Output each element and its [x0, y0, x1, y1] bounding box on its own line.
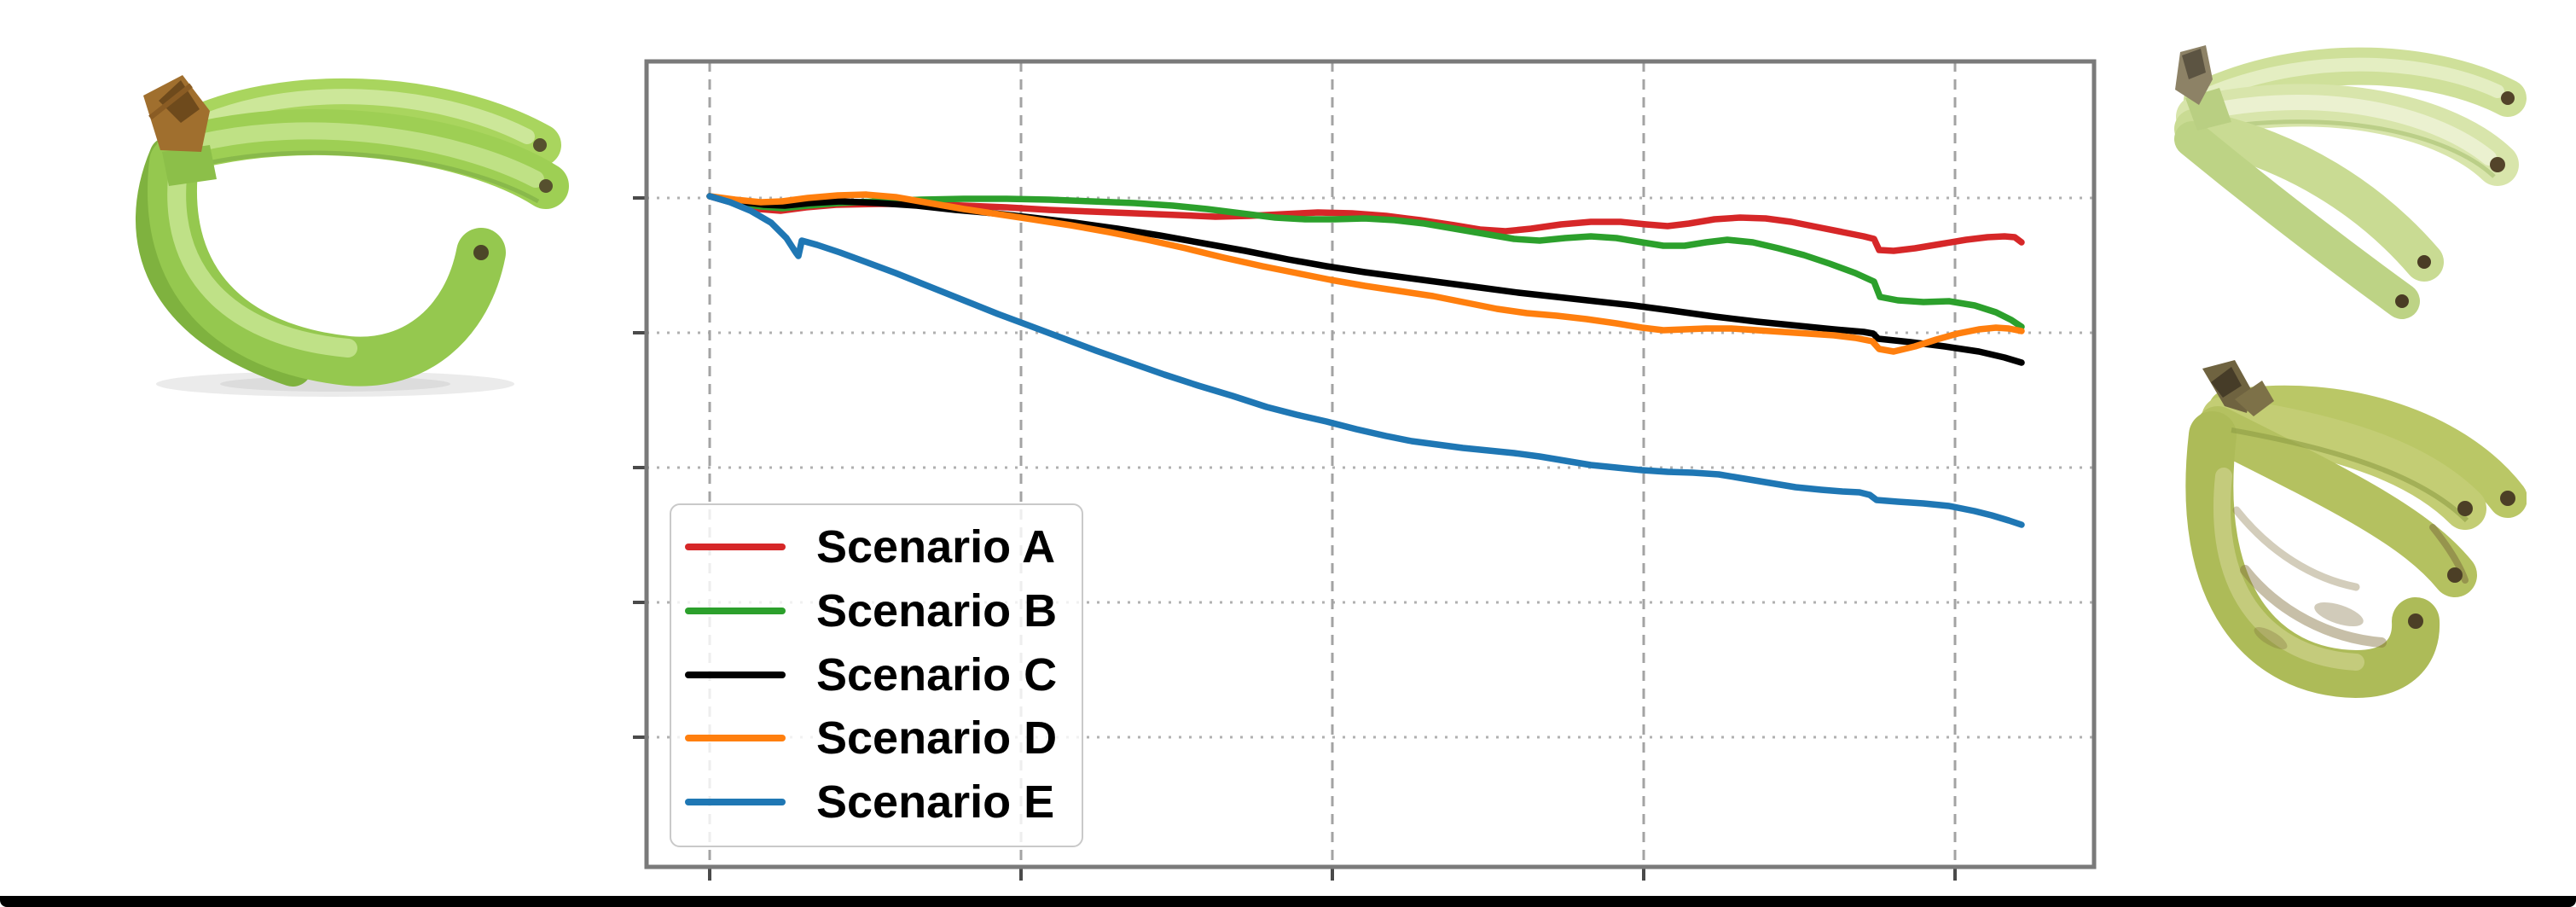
pale-banana-bunch-graphic	[2174, 45, 2527, 319]
series-line-scenario-c	[706, 193, 2025, 366]
semi-ripe-bananas-image	[2150, 38, 2529, 333]
scenario-c-line-swatch	[685, 671, 786, 678]
scenario-d-label: Scenario D	[816, 712, 1058, 765]
scenario-a-label: Scenario A	[816, 521, 1056, 573]
series-line-scenario-e	[706, 193, 2025, 528]
series-line-scenario-b	[706, 193, 2025, 330]
legend-item-scenario-d: Scenario D	[685, 713, 1082, 763]
legend-item-scenario-a: Scenario A	[685, 522, 1082, 572]
scenario-d-line-swatch	[685, 735, 786, 742]
scenario-b-label: Scenario B	[816, 584, 1058, 637]
chart-legend: Scenario A Scenario B Scenario C Scenari…	[670, 503, 1083, 847]
unripe-green-bananas-image	[109, 67, 591, 404]
scenario-a-line-swatch	[685, 544, 786, 550]
spotted-banana-bunch-graphic	[2185, 360, 2527, 699]
scenario-c-label: Scenario C	[816, 648, 1058, 701]
bottom-border-bar	[0, 896, 2576, 907]
series-line-scenario-d	[706, 191, 2025, 355]
legend-item-scenario-c: Scenario C	[685, 650, 1082, 700]
ripening-spotted-bananas-image	[2143, 357, 2527, 706]
legend-item-scenario-b: Scenario B	[685, 586, 1082, 636]
green-banana-bunch-graphic	[135, 75, 569, 397]
scenario-e-line-swatch	[685, 799, 786, 805]
scenario-e-label: Scenario E	[816, 776, 1055, 828]
scenario-b-line-swatch	[685, 607, 786, 614]
legend-item-scenario-e: Scenario E	[685, 777, 1082, 827]
